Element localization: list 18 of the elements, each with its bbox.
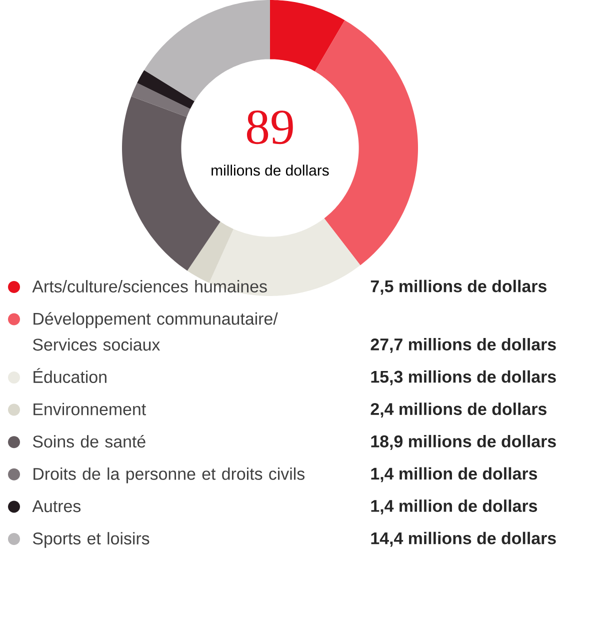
data-label: 18,9 millions de dollars [371,434,556,450]
data-label: 15,3 millions de dollars [371,370,556,386]
data-label: 14,4 millions de dollars [371,532,556,547]
data-label: 2,4 millions de dollars [370,402,546,418]
legend-label: Sports et loisirs [32,532,150,548]
legend-label: Droits de la personne et droits civils [34,467,304,484]
text: 89 [246,110,293,144]
data-label: 1,4 million de dollars [371,500,538,514]
data-label: 1,4 million de dollars [371,467,538,482]
legend-label: Environnement [34,402,146,416]
legend-label: Développement communautaire/ Services sociaux [32,312,278,351]
legend-label: Soins de santé [32,434,146,448]
data-label: 27,7 millions de dollars [370,338,556,353]
data-label: 7,5 millions de dollars [370,280,546,295]
legend-label: Autres [32,500,81,512]
text: millions de dollars [212,164,329,176]
legend-label: Éducation [34,368,106,384]
legend-label: Arts/culture/sciences humaines [32,280,267,292]
